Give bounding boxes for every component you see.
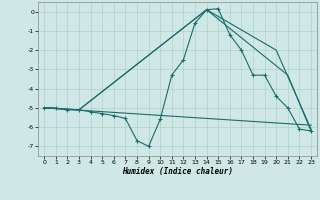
X-axis label: Humidex (Indice chaleur): Humidex (Indice chaleur)	[122, 167, 233, 176]
